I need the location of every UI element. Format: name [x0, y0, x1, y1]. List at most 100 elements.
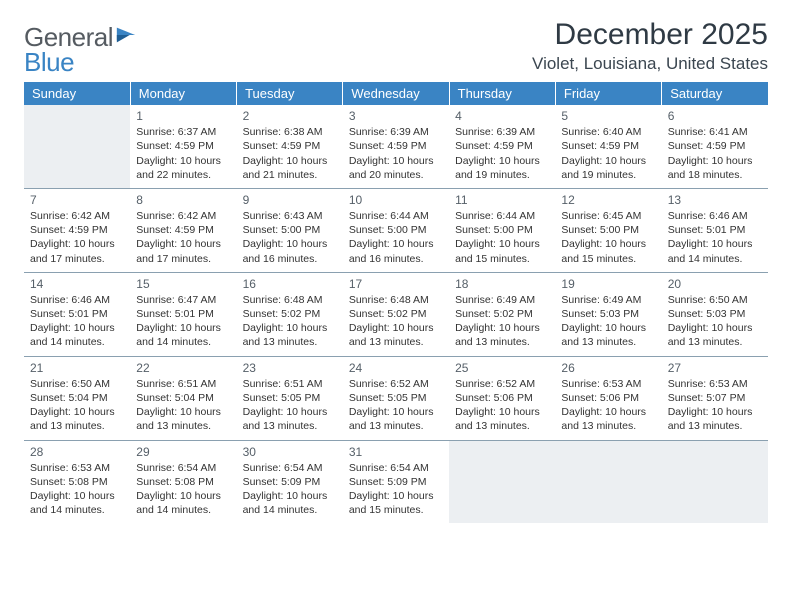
title-block: December 2025 Violet, Louisiana, United …	[532, 18, 768, 74]
day-number: 19	[561, 276, 655, 292]
day-number: 14	[30, 276, 124, 292]
daylight-line: Daylight: 10 hours and 14 minutes.	[30, 321, 124, 349]
day-number: 1	[136, 108, 230, 124]
sunset-line: Sunset: 4:59 PM	[136, 223, 230, 237]
col-friday: Friday	[555, 82, 661, 105]
daylight-line: Daylight: 10 hours and 13 minutes.	[668, 321, 762, 349]
sunrise-line: Sunrise: 6:43 AM	[243, 209, 337, 223]
sunrise-line: Sunrise: 6:42 AM	[30, 209, 124, 223]
calendar-table: Sunday Monday Tuesday Wednesday Thursday…	[24, 82, 768, 523]
sunrise-line: Sunrise: 6:44 AM	[455, 209, 549, 223]
day-cell: 22Sunrise: 6:51 AMSunset: 5:04 PMDayligh…	[130, 356, 236, 440]
daylight-line: Daylight: 10 hours and 13 minutes.	[668, 405, 762, 433]
col-monday: Monday	[130, 82, 236, 105]
day-number: 8	[136, 192, 230, 208]
sunset-line: Sunset: 5:02 PM	[455, 307, 549, 321]
day-number: 20	[668, 276, 762, 292]
day-cell: 31Sunrise: 6:54 AMSunset: 5:09 PMDayligh…	[343, 440, 449, 523]
sunrise-line: Sunrise: 6:53 AM	[30, 461, 124, 475]
day-cell: 3Sunrise: 6:39 AMSunset: 4:59 PMDaylight…	[343, 105, 449, 188]
sunset-line: Sunset: 5:08 PM	[136, 475, 230, 489]
sunrise-line: Sunrise: 6:45 AM	[561, 209, 655, 223]
sunrise-line: Sunrise: 6:47 AM	[136, 293, 230, 307]
day-cell: 28Sunrise: 6:53 AMSunset: 5:08 PMDayligh…	[24, 440, 130, 523]
day-cell: 7Sunrise: 6:42 AMSunset: 4:59 PMDaylight…	[24, 188, 130, 272]
sunset-line: Sunset: 5:06 PM	[455, 391, 549, 405]
sunset-line: Sunset: 5:03 PM	[668, 307, 762, 321]
daylight-line: Daylight: 10 hours and 13 minutes.	[243, 321, 337, 349]
daylight-line: Daylight: 10 hours and 13 minutes.	[349, 321, 443, 349]
day-number: 17	[349, 276, 443, 292]
day-number: 4	[455, 108, 549, 124]
sunrise-line: Sunrise: 6:37 AM	[136, 125, 230, 139]
daylight-line: Daylight: 10 hours and 16 minutes.	[349, 237, 443, 265]
day-cell	[449, 440, 555, 523]
day-cell: 18Sunrise: 6:49 AMSunset: 5:02 PMDayligh…	[449, 272, 555, 356]
sunset-line: Sunset: 4:59 PM	[30, 223, 124, 237]
sunrise-line: Sunrise: 6:42 AM	[136, 209, 230, 223]
daylight-line: Daylight: 10 hours and 17 minutes.	[136, 237, 230, 265]
day-cell: 30Sunrise: 6:54 AMSunset: 5:09 PMDayligh…	[237, 440, 343, 523]
sunrise-line: Sunrise: 6:54 AM	[349, 461, 443, 475]
sunset-line: Sunset: 4:59 PM	[136, 139, 230, 153]
daylight-line: Daylight: 10 hours and 21 minutes.	[243, 154, 337, 182]
daylight-line: Daylight: 10 hours and 15 minutes.	[349, 489, 443, 517]
day-number: 13	[668, 192, 762, 208]
week-row: 21Sunrise: 6:50 AMSunset: 5:04 PMDayligh…	[24, 356, 768, 440]
day-number: 5	[561, 108, 655, 124]
day-number: 6	[668, 108, 762, 124]
sunrise-line: Sunrise: 6:50 AM	[668, 293, 762, 307]
sunset-line: Sunset: 5:03 PM	[561, 307, 655, 321]
daylight-line: Daylight: 10 hours and 13 minutes.	[243, 405, 337, 433]
sunrise-line: Sunrise: 6:51 AM	[243, 377, 337, 391]
sunrise-line: Sunrise: 6:51 AM	[136, 377, 230, 391]
sunset-line: Sunset: 5:05 PM	[243, 391, 337, 405]
day-number: 12	[561, 192, 655, 208]
sunset-line: Sunset: 5:02 PM	[349, 307, 443, 321]
daylight-line: Daylight: 10 hours and 18 minutes.	[668, 154, 762, 182]
sunset-line: Sunset: 5:01 PM	[668, 223, 762, 237]
sunset-line: Sunset: 5:02 PM	[243, 307, 337, 321]
daylight-line: Daylight: 10 hours and 13 minutes.	[561, 321, 655, 349]
sunset-line: Sunset: 5:04 PM	[136, 391, 230, 405]
calendar-page: GeneralBlue December 2025 Violet, Louisi…	[0, 0, 792, 547]
daylight-line: Daylight: 10 hours and 13 minutes.	[349, 405, 443, 433]
month-title: December 2025	[532, 18, 768, 52]
day-number: 28	[30, 444, 124, 460]
day-cell: 17Sunrise: 6:48 AMSunset: 5:02 PMDayligh…	[343, 272, 449, 356]
daylight-line: Daylight: 10 hours and 14 minutes.	[30, 489, 124, 517]
sunrise-line: Sunrise: 6:44 AM	[349, 209, 443, 223]
calendar-body: 1Sunrise: 6:37 AMSunset: 4:59 PMDaylight…	[24, 105, 768, 523]
day-number: 11	[455, 192, 549, 208]
day-number: 21	[30, 360, 124, 376]
daylight-line: Daylight: 10 hours and 19 minutes.	[561, 154, 655, 182]
day-number: 16	[243, 276, 337, 292]
day-cell: 10Sunrise: 6:44 AMSunset: 5:00 PMDayligh…	[343, 188, 449, 272]
sunrise-line: Sunrise: 6:48 AM	[349, 293, 443, 307]
sunrise-line: Sunrise: 6:40 AM	[561, 125, 655, 139]
day-cell: 1Sunrise: 6:37 AMSunset: 4:59 PMDaylight…	[130, 105, 236, 188]
day-cell: 27Sunrise: 6:53 AMSunset: 5:07 PMDayligh…	[662, 356, 768, 440]
sunrise-line: Sunrise: 6:39 AM	[455, 125, 549, 139]
daylight-line: Daylight: 10 hours and 13 minutes.	[455, 405, 549, 433]
col-wednesday: Wednesday	[343, 82, 449, 105]
sunset-line: Sunset: 4:59 PM	[455, 139, 549, 153]
logo-text-blue: Blue	[24, 47, 74, 77]
header: GeneralBlue December 2025 Violet, Louisi…	[24, 18, 768, 76]
daylight-line: Daylight: 10 hours and 19 minutes.	[455, 154, 549, 182]
day-cell: 29Sunrise: 6:54 AMSunset: 5:08 PMDayligh…	[130, 440, 236, 523]
day-number: 24	[349, 360, 443, 376]
daylight-line: Daylight: 10 hours and 15 minutes.	[561, 237, 655, 265]
sunrise-line: Sunrise: 6:49 AM	[561, 293, 655, 307]
sunrise-line: Sunrise: 6:53 AM	[668, 377, 762, 391]
day-number: 29	[136, 444, 230, 460]
day-cell: 13Sunrise: 6:46 AMSunset: 5:01 PMDayligh…	[662, 188, 768, 272]
day-cell: 26Sunrise: 6:53 AMSunset: 5:06 PMDayligh…	[555, 356, 661, 440]
sunset-line: Sunset: 5:06 PM	[561, 391, 655, 405]
day-cell: 16Sunrise: 6:48 AMSunset: 5:02 PMDayligh…	[237, 272, 343, 356]
week-row: 1Sunrise: 6:37 AMSunset: 4:59 PMDaylight…	[24, 105, 768, 188]
week-row: 7Sunrise: 6:42 AMSunset: 4:59 PMDaylight…	[24, 188, 768, 272]
daylight-line: Daylight: 10 hours and 15 minutes.	[455, 237, 549, 265]
col-sunday: Sunday	[24, 82, 130, 105]
sunset-line: Sunset: 5:04 PM	[30, 391, 124, 405]
